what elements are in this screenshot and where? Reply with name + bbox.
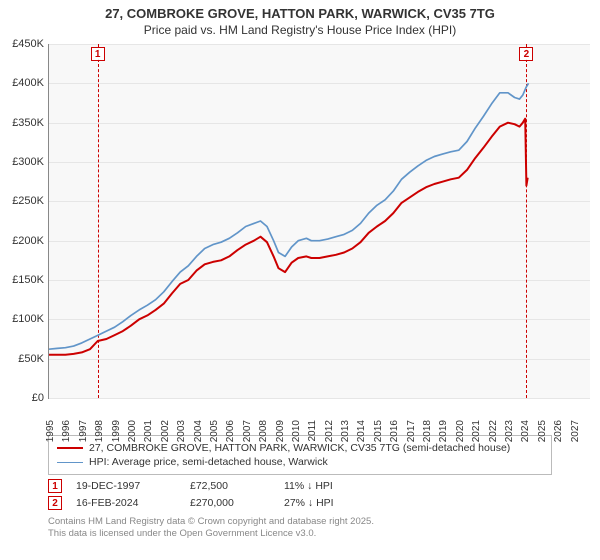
y-axis-label: £300K <box>0 156 44 168</box>
x-axis-label: 2000 <box>127 420 138 442</box>
transaction-hpi-delta: 27% ↓ HPI <box>284 497 384 509</box>
y-axis-label: £450K <box>0 38 44 50</box>
x-axis-label: 2025 <box>537 420 548 442</box>
legend-row-hpi: HPI: Average price, semi-detached house,… <box>57 456 543 468</box>
marker-flag: 1 <box>91 47 105 61</box>
x-axis-label: 2013 <box>340 420 351 442</box>
footer-line-2: This data is licensed under the Open Gov… <box>48 528 552 540</box>
x-axis-label: 2023 <box>504 420 515 442</box>
transaction-date: 16-FEB-2024 <box>76 497 176 509</box>
line-series-layer <box>49 44 590 398</box>
x-axis-label: 2015 <box>373 420 384 442</box>
y-axis-label: £200K <box>0 235 44 247</box>
y-axis-label: £150K <box>0 274 44 286</box>
transaction-row: 1 19-DEC-1997 £72,500 11% ↓ HPI <box>48 479 552 493</box>
transaction-hpi-delta: 11% ↓ HPI <box>284 480 384 492</box>
plot-background: 12 <box>48 44 590 399</box>
footer-line-1: Contains HM Land Registry data © Crown c… <box>48 516 552 528</box>
y-axis-label: £250K <box>0 195 44 207</box>
y-axis-label: £350K <box>0 117 44 129</box>
transaction-price: £72,500 <box>190 480 270 492</box>
transaction-table: 1 19-DEC-1997 £72,500 11% ↓ HPI 2 16-FEB… <box>48 479 552 510</box>
legend-label-hpi: HPI: Average price, semi-detached house,… <box>89 456 328 468</box>
x-axis-label: 2014 <box>356 420 367 442</box>
x-axis-label: 2010 <box>291 420 302 442</box>
legend-label-property: 27, COMBROKE GROVE, HATTON PARK, WARWICK… <box>89 442 510 454</box>
x-axis-label: 2019 <box>438 420 449 442</box>
x-axis-label: 2002 <box>160 420 171 442</box>
x-axis-label: 2003 <box>176 420 187 442</box>
x-axis-label: 1999 <box>111 420 122 442</box>
x-axis-label: 2017 <box>406 420 417 442</box>
x-axis-label: 2021 <box>471 420 482 442</box>
x-axis-label: 2005 <box>209 420 220 442</box>
x-axis-label: 2008 <box>258 420 269 442</box>
series-line-property <box>49 119 528 355</box>
x-axis-label: 1996 <box>61 420 72 442</box>
x-axis-label: 1995 <box>45 420 56 442</box>
x-axis-label: 2007 <box>242 420 253 442</box>
y-axis-label: £100K <box>0 313 44 325</box>
x-axis-label: 2006 <box>225 420 236 442</box>
y-axis-label: £50K <box>0 353 44 365</box>
legend-row-property: 27, COMBROKE GROVE, HATTON PARK, WARWICK… <box>57 442 543 454</box>
y-axis-label: £400K <box>0 77 44 89</box>
series-line-hpi <box>49 83 529 349</box>
chart-title-block: 27, COMBROKE GROVE, HATTON PARK, WARWICK… <box>0 0 600 39</box>
x-axis-label: 2018 <box>422 420 433 442</box>
x-axis-label: 2022 <box>488 420 499 442</box>
x-axis-label: 2016 <box>389 420 400 442</box>
x-axis-label: 2004 <box>193 420 204 442</box>
x-axis-label: 2012 <box>324 420 335 442</box>
x-axis-label: 2009 <box>275 420 286 442</box>
transaction-date: 19-DEC-1997 <box>76 480 176 492</box>
transaction-price: £270,000 <box>190 497 270 509</box>
x-axis-label: 2026 <box>553 420 564 442</box>
transaction-marker-1: 1 <box>48 479 62 493</box>
x-axis-label: 2020 <box>455 420 466 442</box>
title-line-1: 27, COMBROKE GROVE, HATTON PARK, WARWICK… <box>10 6 590 21</box>
x-axis-label: 1998 <box>94 420 105 442</box>
x-axis-label: 2001 <box>143 420 154 442</box>
y-axis-label: £0 <box>0 392 44 404</box>
attribution-footer: Contains HM Land Registry data © Crown c… <box>48 516 552 541</box>
marker-flag: 2 <box>519 47 533 61</box>
x-axis-label: 2024 <box>520 420 531 442</box>
x-axis-label: 2027 <box>570 420 581 442</box>
transaction-marker-2: 2 <box>48 496 62 510</box>
legend-swatch-hpi <box>57 462 83 463</box>
chart-area: 12 £0£50K£100K£150K£200K£250K£300K£350K£… <box>0 39 600 431</box>
x-axis-label: 2011 <box>307 420 318 442</box>
legend-swatch-property <box>57 447 83 449</box>
x-axis-label: 1997 <box>78 420 89 442</box>
title-line-2: Price paid vs. HM Land Registry's House … <box>10 23 590 37</box>
transaction-row: 2 16-FEB-2024 £270,000 27% ↓ HPI <box>48 496 552 510</box>
